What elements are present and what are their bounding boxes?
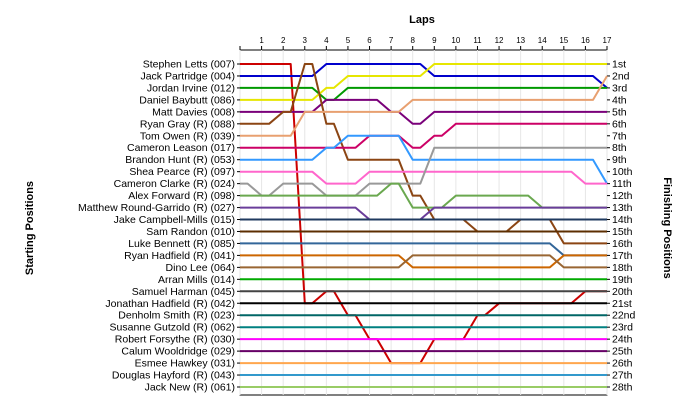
lap-tick-label: 6 [367, 36, 372, 45]
series-line [240, 98, 607, 125]
finishing-position-label: 12th [612, 190, 633, 202]
finishing-position-label: 8th [612, 142, 627, 154]
finishing-position-label: 11th [612, 178, 632, 190]
driver-label: Luke Bennett (R) (085) [128, 238, 235, 250]
finishing-position-label: 7th [612, 130, 627, 142]
lap-tick-label: 2 [281, 36, 286, 45]
driver-label: Douglas Hayford (R) (043) [112, 370, 235, 382]
driver-label: Denholm Smith (R) (023) [118, 310, 235, 322]
finishing-position-label: 4th [612, 94, 627, 106]
series-line [240, 254, 607, 269]
finishing-position-label: 24th [612, 334, 633, 346]
finishing-position-label: 22nd [612, 310, 636, 322]
driver-label: Matthew Round-Garrido (R) (027) [78, 202, 235, 214]
finishing-position-label: 19th [612, 274, 633, 286]
driver-label: Calum Wooldridge (029) [121, 346, 235, 358]
lap-tick-label: 3 [303, 36, 308, 45]
driver-label: Cameron Clarke (R) (024) [114, 178, 235, 190]
driver-label: Robert Forsythe (R) (030) [115, 334, 235, 346]
driver-label: Brandon Hunt (R) (053) [125, 154, 235, 166]
lap-tick-label: 14 [538, 36, 547, 45]
lap-tick-label: 10 [451, 36, 460, 45]
driver-label: Samuel Harman (045) [132, 286, 235, 298]
driver-label: Jack New (R) (061) [145, 382, 235, 394]
driver-label: Ryan Gray (R) (088) [140, 118, 235, 130]
lap-tick-label: 11 [473, 36, 482, 45]
series-line [240, 75, 608, 137]
series-line [240, 170, 607, 185]
finishing-position-label: 6th [612, 118, 627, 130]
driver-label: Susanne Gutzold (R) (062) [110, 322, 235, 334]
driver-label: Tom Owen (R) (039) [140, 130, 235, 142]
finishing-position-label: 15th [612, 226, 633, 238]
driver-label: Shea Pearce (R) (097) [129, 166, 235, 178]
driver-label: Jonathan Hadfield (R) (042) [105, 298, 235, 310]
driver-label: Dino Lee (064) [166, 262, 235, 274]
finishing-position-label: 26th [612, 358, 633, 370]
lap-tick-label: 16 [581, 36, 590, 45]
driver-label: Alex Forward (R) (098) [128, 190, 235, 202]
finishing-position-label: 16th [612, 238, 633, 250]
driver-label: Jake Campbell-Mills (015) [114, 214, 235, 226]
lap-tick-label: 7 [389, 36, 394, 45]
finishing-position-label: 13th [612, 202, 633, 214]
driver-label: Jordan Irvine (012) [147, 82, 235, 94]
driver-label: Jack Partridge (004) [140, 70, 235, 82]
finishing-position-label: 17th [612, 250, 633, 262]
lap-tick-label: 9 [432, 36, 437, 45]
y-axis-title-right: Finishing Positions [661, 177, 673, 278]
driver-label: Stephen Letts (007) [143, 59, 235, 71]
finishing-position-label: 9th [612, 154, 627, 166]
series-line [240, 146, 607, 197]
lap-tick-label: 4 [324, 36, 329, 45]
y-axis-title-left: Starting Positions [24, 181, 36, 275]
driver-label: Sam Randon (010) [146, 226, 235, 238]
finishing-position-label: 21st [612, 298, 632, 310]
driver-label: Ryan Hadfield (R) (041) [124, 250, 235, 262]
finishing-position-label: 18th [612, 262, 633, 274]
driver-label: Arran Mills (014) [158, 274, 235, 286]
series-line [240, 86, 607, 101]
series-line [240, 63, 608, 89]
series-line [240, 63, 607, 101]
finishing-position-label: 3rd [612, 82, 627, 94]
series-line [240, 254, 607, 269]
driver-label: Esmee Hawkey (031) [135, 358, 235, 370]
lap-tick-label: 12 [495, 36, 504, 45]
series-line [240, 134, 608, 185]
finishing-position-label: 27th [612, 370, 633, 382]
driver-label: Daniel Baybutt (086) [139, 94, 235, 106]
finishing-position-label: 1st [612, 59, 626, 71]
series-line [240, 242, 607, 257]
driver-label: Cameron Leason (017) [127, 142, 235, 154]
finishing-position-label: 5th [612, 106, 627, 118]
finishing-position-label: 28th [612, 382, 633, 394]
finishing-position-label: 10th [612, 166, 633, 178]
finishing-position-label: 2nd [612, 70, 630, 82]
lap-tick-label: 5 [346, 36, 351, 45]
lap-tick-label: 1 [259, 36, 264, 45]
lap-tick-label: 13 [516, 36, 525, 45]
lap-tick-label: 8 [410, 36, 415, 45]
lap-tick-label: 15 [559, 36, 568, 45]
finishing-position-label: 23rd [612, 322, 633, 334]
driver-label: Matt Davies (008) [152, 106, 235, 118]
plot-frame [239, 49, 608, 396]
lap-tick-label: 17 [603, 36, 612, 45]
series-line [240, 122, 607, 149]
x-axis-title: Laps [409, 14, 435, 26]
finishing-position-label: 14th [612, 214, 633, 226]
finishing-position-label: 25th [612, 346, 633, 358]
finishing-position-label: 20th [612, 286, 633, 298]
